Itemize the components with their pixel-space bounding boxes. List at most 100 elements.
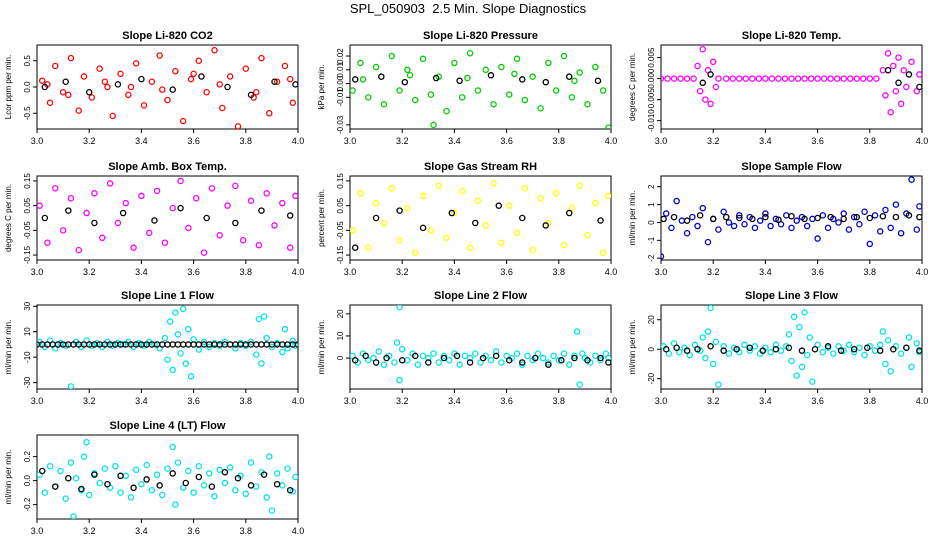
data-point <box>396 305 403 311</box>
data-point <box>694 222 701 230</box>
y-tick-label: -0.2 <box>23 497 32 511</box>
data-point <box>41 83 49 91</box>
data-point <box>545 361 552 368</box>
data-point <box>117 489 124 496</box>
data-point <box>432 74 440 82</box>
data-point <box>555 357 563 364</box>
data-point <box>461 352 469 360</box>
data-point <box>273 470 281 477</box>
data-point <box>161 239 169 246</box>
data-point <box>819 212 827 219</box>
data-point <box>258 360 265 367</box>
data-point <box>704 238 712 246</box>
data-point <box>195 341 203 348</box>
data-point <box>281 62 289 70</box>
chart-panel: Slope Amb. Box Temp. 3.0 3.2 3.4 3.6 3.8 4.0 -0… <box>4 161 304 277</box>
x-tick-label: 3.4 <box>448 267 461 277</box>
y-tick-label: 0.0 <box>23 474 32 486</box>
data-point <box>723 213 730 221</box>
data-point <box>775 216 782 224</box>
data-point <box>835 219 842 226</box>
chart-panel: Slope Li-820 CO2 3.0 3.2 3.4 3.6 3.8 4.0 -0.5 0.… <box>4 30 304 146</box>
x-tick-label: 3.8 <box>553 267 566 277</box>
data-point <box>419 55 427 63</box>
data-point <box>396 207 403 214</box>
chart-panel: Slope Line 4 (LT) Flow 3.0 3.2 3.4 3.6 3.8 4.0… <box>4 420 304 536</box>
data-point <box>707 100 714 108</box>
x-tick-label: 3.0 <box>344 136 357 146</box>
data-points <box>350 180 611 256</box>
data-point <box>208 185 216 192</box>
data-point <box>565 209 573 217</box>
y-tick-label: 20 <box>336 309 345 318</box>
data-point <box>52 185 59 192</box>
data-point <box>521 96 529 104</box>
chart-title: Slope Line 2 Flow <box>434 290 527 302</box>
data-point <box>411 249 419 256</box>
chart-title: Slope Sample Flow <box>741 161 842 173</box>
x-tick-label: 4.0 <box>916 136 929 146</box>
data-point <box>798 363 806 371</box>
data-point <box>164 96 171 104</box>
data-point <box>850 348 858 356</box>
x-tick-label: 3.2 <box>707 136 720 146</box>
data-point <box>59 227 67 234</box>
plot-frame <box>36 175 299 261</box>
data-point <box>824 224 832 232</box>
data-point <box>445 357 453 364</box>
data-point <box>286 75 294 83</box>
data-point <box>177 177 184 185</box>
data-point <box>443 107 450 115</box>
data-point <box>733 345 740 353</box>
data-point <box>271 78 278 86</box>
data-point <box>179 117 187 125</box>
data-point <box>169 366 176 374</box>
y-tick-label: 10 <box>23 327 32 336</box>
data-point <box>537 194 544 202</box>
data-point <box>117 472 124 480</box>
data-point <box>268 507 276 514</box>
data-point <box>430 350 437 357</box>
x-tick-label: 3.2 <box>83 136 96 146</box>
data-point <box>114 219 122 227</box>
x-tick-label: 3.4 <box>135 526 148 536</box>
data-point <box>232 219 239 227</box>
data-point <box>474 197 482 204</box>
data-point <box>362 352 369 360</box>
data-point <box>668 224 675 232</box>
data-point <box>772 341 780 349</box>
chart-title: Slope Line 1 Flow <box>121 290 214 302</box>
data-point <box>279 482 286 489</box>
data-point <box>91 190 98 197</box>
data-point <box>106 180 114 187</box>
data-point <box>807 75 815 82</box>
data-point <box>820 75 828 82</box>
data-point <box>597 354 604 362</box>
y-tick-label: -0.05 <box>23 221 32 240</box>
data-point <box>65 207 72 214</box>
data-point <box>190 489 197 496</box>
data-point <box>840 75 847 82</box>
chart-panel: Slope Li-820 Temp. 3.0 3.2 3.4 3.6 3.8 4.0 -0.0… <box>628 30 928 146</box>
data-point <box>130 484 137 492</box>
data-point <box>876 347 884 354</box>
data-point <box>900 66 907 74</box>
data-point <box>801 215 808 223</box>
y-axis-label: kPa per min. <box>317 65 326 110</box>
y-tick-label: 0.2 <box>23 450 32 462</box>
data-point <box>890 62 897 70</box>
data-point <box>252 341 260 348</box>
data-point <box>263 190 270 197</box>
data-point <box>414 361 422 368</box>
y-axis-label: Lcor ppm per min. <box>4 55 13 119</box>
data-point <box>226 341 234 348</box>
data-point <box>216 232 223 239</box>
data-point <box>882 206 889 214</box>
data-point <box>560 350 568 357</box>
data-point <box>824 343 832 350</box>
data-point <box>41 214 49 222</box>
data-point <box>856 221 863 228</box>
data-point <box>736 75 743 82</box>
data-point <box>252 483 260 490</box>
data-point <box>781 75 789 82</box>
